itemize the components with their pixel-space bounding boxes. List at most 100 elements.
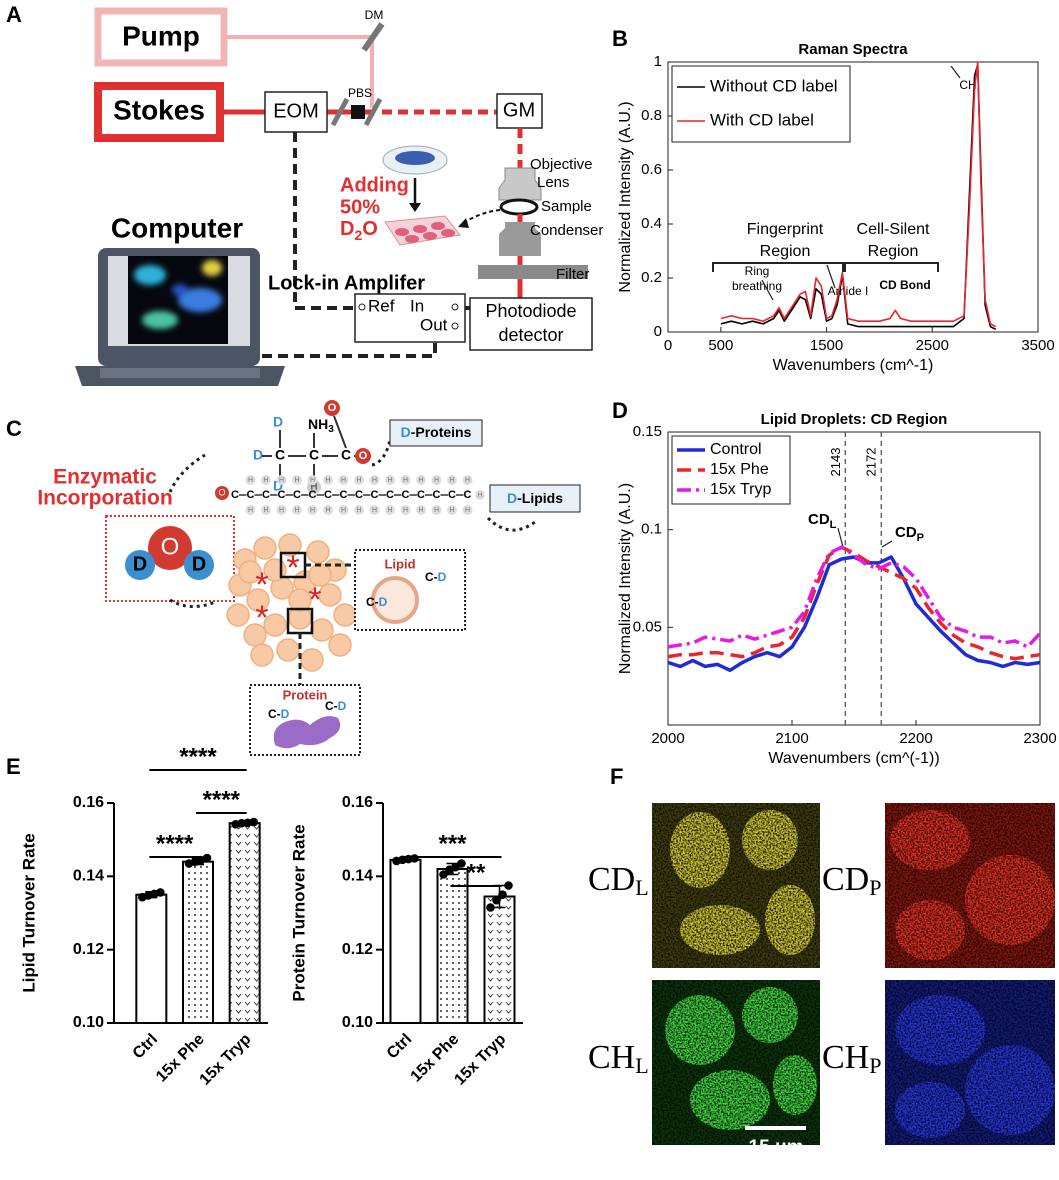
data-point	[457, 859, 466, 868]
y-tick-label: 0.6	[641, 161, 662, 178]
eom-label: EOM	[273, 100, 319, 122]
port	[451, 322, 459, 330]
asterisk: *	[255, 599, 268, 637]
atom: H	[310, 507, 315, 514]
hydrogen	[323, 505, 333, 515]
atom: H	[294, 507, 299, 514]
sample-label: Sample	[541, 198, 592, 215]
significance-label: ****	[203, 786, 241, 813]
in-label: In	[410, 296, 424, 315]
series-line	[720, 61, 997, 328]
atom: H	[325, 507, 330, 514]
gm-label: GM	[503, 99, 535, 121]
y-axis-label: Lipid Turnover Rate	[19, 833, 38, 992]
atom: C	[231, 489, 239, 501]
x-tick-label: 3500	[1021, 337, 1054, 354]
hydrogen	[447, 505, 457, 515]
significance-label: **	[467, 859, 486, 886]
bar	[228, 822, 261, 1025]
atom: H	[403, 507, 408, 514]
panel-a: A Pump DM Stokes EOM PBS GM Objective Le…	[6, 2, 603, 386]
reference-label: 2143	[828, 448, 843, 477]
svg-text:D: D	[273, 478, 283, 494]
x-tick-label: 2300	[1023, 730, 1056, 747]
bar	[483, 895, 516, 1024]
pbs-cube	[351, 105, 365, 119]
y-tick-label: 0.4	[641, 215, 662, 232]
y-tick-label: 0.14	[73, 868, 104, 885]
pump-box	[94, 7, 228, 67]
legend-label: Without CD label	[710, 76, 838, 95]
hydrogen	[261, 475, 271, 485]
svg-text:H: H	[310, 482, 317, 493]
svg-text:C: C	[341, 447, 351, 463]
hydrogen	[261, 505, 271, 515]
objective	[498, 167, 542, 201]
sample	[499, 198, 539, 216]
enzymatic-label: Enzymatic	[53, 466, 157, 489]
hydrogen	[292, 505, 302, 515]
region-bracket	[712, 262, 844, 272]
atom: H	[248, 477, 253, 484]
legend-box	[671, 435, 791, 505]
atom: H	[372, 477, 377, 484]
cd-label: C-D	[325, 699, 347, 713]
annotation: Region	[868, 243, 919, 260]
hydrogen	[416, 475, 426, 485]
legend-box	[671, 65, 851, 143]
atom: H	[418, 477, 423, 484]
y-tick-label: 0.14	[342, 868, 373, 885]
wells	[395, 222, 455, 243]
significance-label: ***	[438, 830, 467, 857]
pbs-label: PBS	[348, 86, 372, 100]
annotation-sub: P	[917, 532, 924, 544]
atom: C	[278, 489, 286, 501]
d-proteins-label: D-Proteins	[401, 424, 472, 440]
significance-label: ****	[156, 830, 194, 857]
atom: C	[262, 489, 270, 501]
data-point	[486, 903, 495, 912]
x-tick-label: 2200	[899, 730, 932, 747]
series-line	[667, 545, 1042, 649]
dm-label: DM	[365, 8, 384, 22]
atom: H	[372, 507, 377, 514]
data-point	[439, 870, 448, 879]
arrow	[169, 598, 216, 608]
legend-label: Control	[710, 441, 762, 458]
atom: H	[325, 477, 330, 484]
hydrogen	[245, 475, 256, 485]
atom: H	[279, 477, 284, 484]
cells	[395, 151, 435, 165]
keyboard	[100, 368, 260, 378]
image-cdp-cells	[885, 803, 1055, 968]
svg-text:NH3: NH3	[308, 416, 334, 435]
atom: H	[341, 477, 346, 484]
deuterium	[125, 550, 155, 580]
hydrogen	[276, 505, 287, 515]
pump-label: Pump	[122, 20, 200, 51]
annotation-arrow	[881, 540, 893, 548]
atom: C	[293, 489, 301, 501]
annotation-arrow	[761, 279, 774, 301]
cell	[238, 560, 262, 584]
d2o-label: 50%	[340, 196, 380, 218]
y-tick-label: 0.05	[633, 618, 662, 635]
x-axis-label: Wavenumbers (cm^(-1))	[768, 750, 939, 767]
image-cdl-cells	[652, 803, 820, 968]
cell	[276, 638, 300, 662]
cell	[263, 613, 287, 637]
eom-box	[264, 91, 328, 133]
hydrogen	[354, 505, 364, 515]
atom: H	[477, 492, 482, 499]
y-tick-label: 0.8	[641, 107, 662, 124]
data-point	[249, 817, 258, 827]
hydrogen	[462, 475, 473, 485]
hydrogen	[400, 505, 411, 515]
atom: H	[434, 507, 439, 514]
signal-line	[262, 342, 437, 358]
image-chp-cells	[885, 980, 1055, 1145]
objective-label: Objective	[530, 156, 593, 173]
lockin-label: Lock-in Amplifer	[268, 272, 425, 294]
hydrogen	[338, 505, 349, 515]
